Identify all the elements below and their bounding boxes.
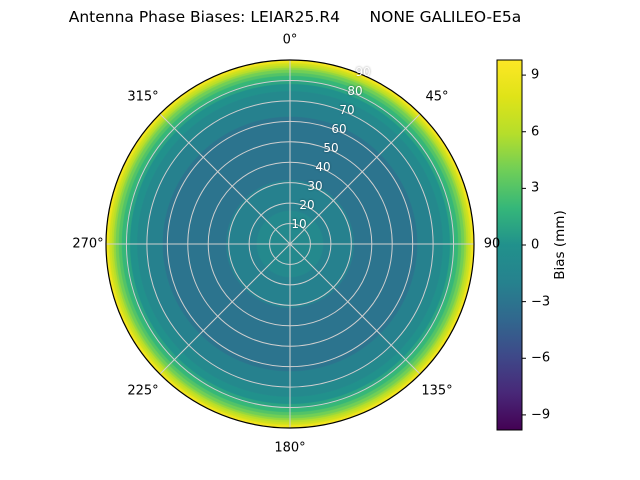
- polar-boundary: [105, 59, 475, 429]
- theta-label-135: 135°: [421, 383, 453, 399]
- theta-label-180: 180°: [274, 440, 306, 456]
- colorbar-tick-6: 6: [531, 124, 540, 140]
- colorbar-tick-m9: −9: [531, 407, 551, 423]
- radial-tick-50: 50: [323, 141, 339, 155]
- theta-label-315: 315°: [127, 89, 159, 105]
- radial-tick-10: 10: [291, 217, 307, 231]
- colorbar-axis-label: Bias (mm): [552, 210, 568, 280]
- radial-tick-40: 40: [315, 160, 331, 174]
- colorbar-tick-3: 3: [531, 180, 540, 196]
- radial-tick-60: 60: [331, 122, 347, 136]
- polar-grid: [106, 60, 474, 428]
- theta-label-270: 270°: [72, 236, 104, 252]
- colorbar-ticks: [522, 74, 526, 416]
- theta-label-45: 45°: [425, 89, 449, 105]
- colorbar: [496, 59, 523, 431]
- chart-title: Antenna Phase Biases: LEIAR25.R4 NONE GA…: [68, 8, 522, 26]
- colorbar-tick-0: 0: [531, 237, 540, 253]
- colorbar-tick-m6: −6: [531, 350, 551, 366]
- theta-label-225: 225°: [127, 383, 159, 399]
- radial-tick-90: 90: [355, 65, 371, 79]
- radial-tick-20: 20: [299, 198, 315, 212]
- theta-label-0: 0°: [282, 32, 298, 48]
- colorbar-tick-9: 9: [531, 67, 540, 83]
- theta-label-90: 90: [483, 236, 501, 252]
- colorbar-tick-m3: −3: [531, 294, 551, 310]
- radial-tick-30: 30: [307, 179, 323, 193]
- radial-tick-80: 80: [347, 84, 363, 98]
- radial-tick-70: 70: [339, 103, 355, 117]
